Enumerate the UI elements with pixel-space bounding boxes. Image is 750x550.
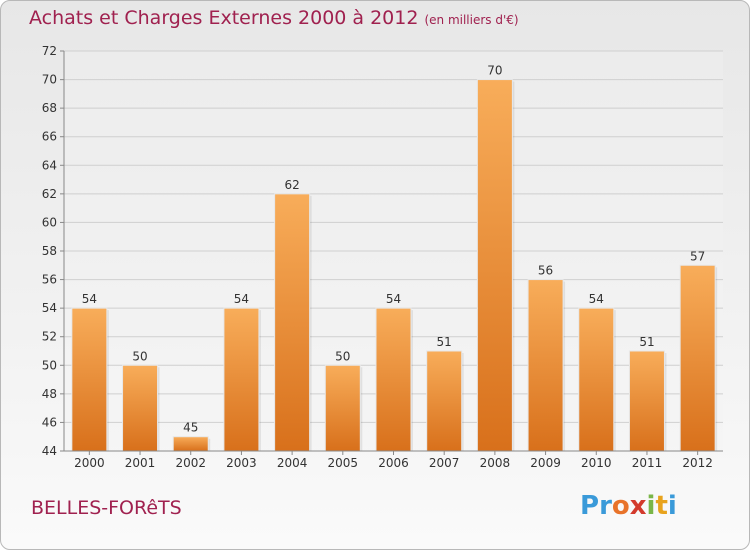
x-tick-label: 2010 (581, 456, 612, 470)
x-axis: 2000 2001 2002 2003 2004 2005 2006 2007 2008 2009… (64, 450, 723, 470)
x-tick-label: 2000 (74, 456, 105, 470)
y-tick-label: 46 (42, 415, 57, 429)
y-tick-label: 50 (42, 358, 57, 372)
bar (274, 193, 311, 452)
bar (71, 307, 108, 452)
y-axis: 44 46 48 50 52 54 56 58 60 62 64 66 68 70 72 (42, 44, 65, 458)
data-label: 54 (589, 292, 604, 306)
x-tick-label: 2012 (682, 456, 713, 470)
logo-letter: t (655, 491, 668, 521)
place-label: BELLES-FORêTS (31, 497, 182, 519)
x-tick-label: 2005 (328, 456, 359, 470)
bar (578, 307, 615, 452)
y-tick-label: 68 (42, 101, 57, 115)
proxiti-logo[interactable]: Proxiti (580, 491, 677, 521)
data-label: 50 (335, 349, 350, 363)
data-label: 51 (639, 335, 654, 349)
data-label: 45 (183, 421, 198, 435)
x-tick-label: 2008 (480, 456, 511, 470)
data-label: 50 (132, 349, 147, 363)
bar (476, 79, 513, 452)
chart-title-text: Achats et Charges Externes 2000 à 2012 (29, 7, 419, 29)
x-tick-label: 2011 (632, 456, 663, 470)
y-tick-label: 56 (42, 273, 57, 287)
y-tick-label: 52 (42, 330, 57, 344)
bar (527, 279, 564, 452)
x-tick-label: 2004 (277, 456, 308, 470)
bar (628, 350, 665, 452)
x-tick-label: 2007 (429, 456, 460, 470)
x-tick-label: 2003 (226, 456, 257, 470)
data-label: 62 (284, 178, 299, 192)
y-tick-label: 66 (42, 130, 57, 144)
x-tick-label: 2009 (530, 456, 561, 470)
bar (679, 264, 716, 452)
bar (375, 307, 412, 452)
y-tick-label: 58 (42, 244, 57, 258)
data-label: 54 (82, 292, 97, 306)
bars: 54 50 45 54 62 50 54 51 70 56 54 51 57 (71, 64, 718, 452)
bar (172, 436, 209, 452)
y-tick-label: 62 (42, 187, 57, 201)
y-tick-label: 44 (42, 444, 57, 458)
x-tick-label: 2006 (378, 456, 409, 470)
y-tick-label: 60 (42, 215, 57, 229)
y-tick-label: 54 (42, 301, 57, 315)
y-tick-label: 70 (42, 73, 57, 87)
x-tick-label: 2002 (175, 456, 206, 470)
chart-subtitle: (en milliers d'€) (424, 13, 519, 27)
x-tick-label: 2001 (125, 456, 156, 470)
y-tick-label: 64 (42, 158, 57, 172)
bar (324, 364, 361, 452)
logo-letter: o (611, 491, 630, 521)
data-label: 57 (690, 249, 705, 263)
data-label: 51 (437, 335, 452, 349)
logo-letter: P (580, 491, 600, 521)
bar (122, 364, 159, 452)
logo-letter: i (646, 491, 656, 521)
logo-letter: i (667, 491, 677, 521)
data-label: 56 (538, 264, 553, 278)
y-tick-label: 48 (42, 387, 57, 401)
data-label: 70 (487, 64, 502, 78)
y-tick-label: 72 (42, 44, 57, 58)
bar (223, 307, 260, 452)
logo-letter: r (599, 491, 612, 521)
logo-letter: x (629, 491, 647, 521)
chart-title: Achats et Charges Externes 2000 à 2012 (e… (29, 7, 519, 29)
data-label: 54 (234, 292, 249, 306)
data-label: 54 (386, 292, 401, 306)
bar (426, 350, 463, 452)
